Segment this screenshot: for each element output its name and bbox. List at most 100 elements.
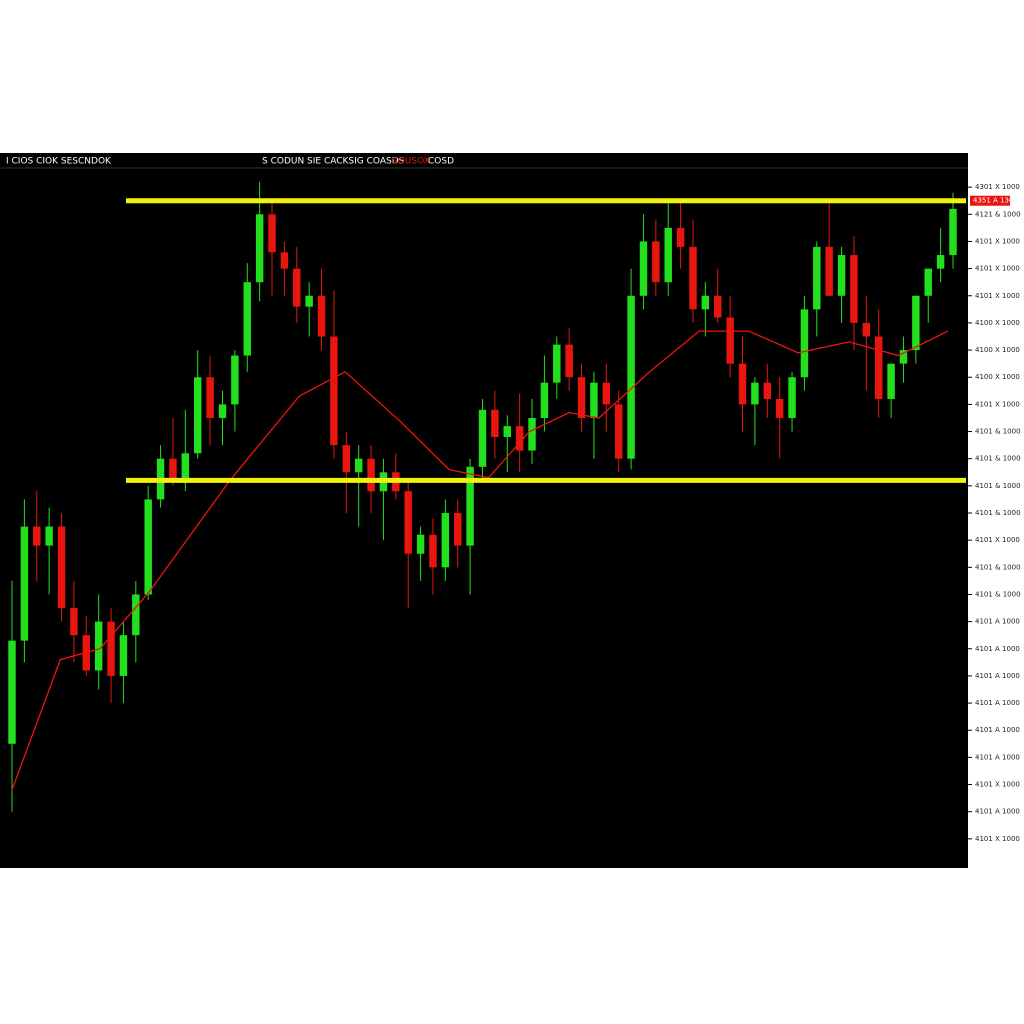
y-tick-label: 4101 & 1000 [975,428,1021,436]
candle-body [132,594,140,636]
header-change: SOUSOX [392,157,430,167]
y-tick-label: 4101 A 1000 [975,645,1020,653]
y-tick-label: 4101 & 1000 [975,509,1021,517]
candle-body [416,534,425,554]
candle-body [243,282,251,356]
candle-body [33,526,41,546]
chart-panel [0,153,968,868]
y-tick-label: 4101 A 1000 [975,672,1020,680]
candle-body [231,355,239,405]
candle-body [837,255,846,296]
candle-body [602,382,611,405]
candle-body [441,513,450,568]
y-tick-label: 4101 A 1000 [975,808,1020,816]
candle-body [305,295,313,307]
y-tick-label: 4101 X 1000 [975,265,1020,273]
candle-body [565,344,573,378]
y-tick-label: 4101 X 1000 [975,835,1020,843]
candle-body [528,417,536,451]
y-tick-label: 4101 X 1000 [975,237,1020,245]
candle-body [577,377,586,418]
price-tag [970,195,1010,206]
candle-body [94,621,103,671]
header-info: S CODUN SIE CACKSIG COASDS [262,157,405,167]
candle-body [181,453,190,481]
candle-body [503,426,511,437]
candle-body [949,208,957,256]
candle-body [763,382,771,399]
y-tick-label: 4301 X 1000 [975,183,1020,191]
y-tick-label: 4100 X 1000 [975,319,1020,327]
candle-body [20,526,29,641]
candle-body [714,295,722,318]
candle-body [57,526,66,609]
candle-body [404,491,412,554]
price-tag-label: 4351 A 1300 [973,197,1018,205]
candle-body [614,404,623,459]
header-symbol: I CIOS CIOK SESCNDOK [6,157,112,167]
candle-body [478,409,487,467]
candle-body [652,241,660,283]
y-tick-label: 4101 X 1000 [975,292,1020,300]
candle-body [169,458,177,481]
candle-body [330,336,338,446]
candle-body [540,382,549,418]
candle-body [912,295,920,351]
y-tick-label: 4101 & 1000 [975,590,1021,598]
candle-body [825,246,833,296]
candle-body [491,409,499,437]
candle-body [8,640,16,744]
candle-body [664,227,672,283]
candle-body [862,322,871,337]
candle-body [144,499,152,595]
y-tick-label: 4101 A 1000 [975,726,1020,734]
candle-body [119,635,128,676]
candle-body [850,255,858,323]
candle-body [206,377,214,418]
candle-body [293,268,301,307]
candle-body [194,377,202,454]
y-tick-label: 4101 & 1000 [975,482,1021,490]
moving-average [11,330,949,791]
candle-body [751,382,759,405]
plot-area [8,181,966,812]
candle-body [255,214,264,283]
y-tick-label: 4101 X 1000 [975,536,1020,544]
candle-body [466,466,474,546]
candle-body [924,268,932,296]
candle-body [899,350,908,364]
candle-body [887,363,895,399]
candle-body [280,252,289,269]
candle-body [813,246,821,310]
y-tick-label: 4101 A 1000 [975,753,1020,761]
y-tick-label: 4101 A 1000 [975,618,1020,626]
candle-body [738,363,747,405]
candle-body [676,227,685,247]
candle-body [515,426,524,451]
candle-body [874,336,883,399]
candle-body [936,255,945,269]
y-tick-label: 4101 A 1000 [975,699,1020,707]
candle-body [788,377,796,418]
candle-body [800,309,809,378]
candle-body [342,445,351,473]
y-tick-label: 4100 X 1000 [975,346,1020,354]
candle-body [701,295,710,310]
candle-body [429,534,437,568]
candle-body [689,246,697,310]
candle-body [354,458,363,473]
candle-body [553,344,561,383]
y-tick-label: 4100 X 1000 [975,373,1020,381]
y-tick-label: 4121 & 1000 [975,210,1021,218]
candle-body [45,526,53,546]
y-tick-label: 4101 & 1000 [975,563,1021,571]
y-tick-label: 4101 X 1000 [975,781,1020,789]
y-tick-label: 4101 & 1000 [975,455,1021,463]
candle-body [367,458,375,492]
candle-body [639,241,648,296]
candle-body [775,398,784,418]
candle-body [726,317,734,364]
candle-body [70,608,78,636]
candle-body [590,382,598,418]
